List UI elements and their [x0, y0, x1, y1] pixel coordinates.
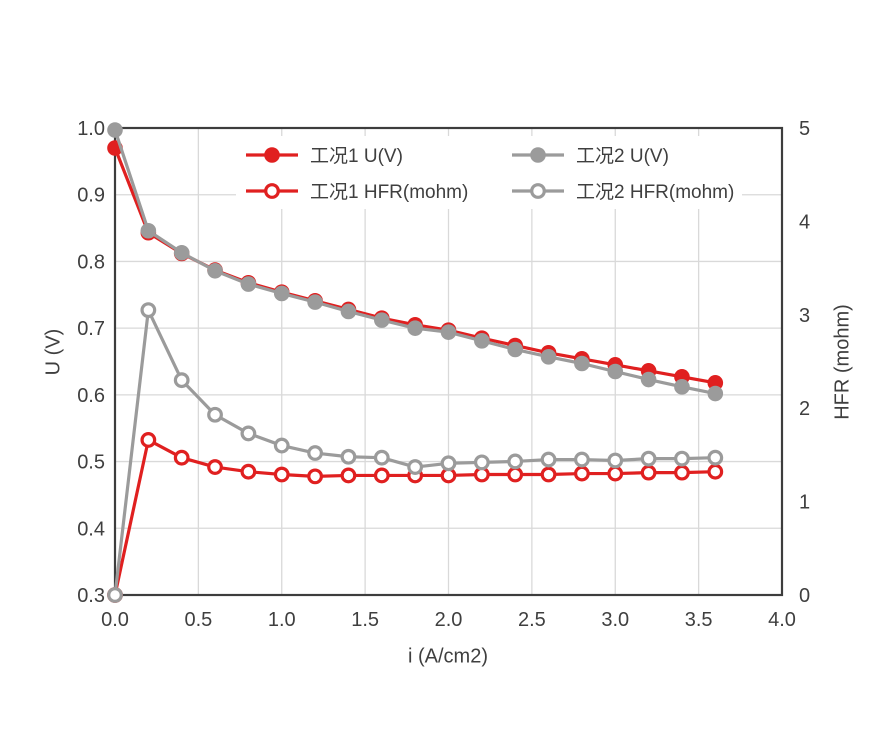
- data-point[interactable]: [140, 432, 157, 448]
- y-right-tick-label: 1: [799, 492, 810, 514]
- data-point[interactable]: [307, 468, 324, 485]
- data-point[interactable]: [273, 285, 290, 302]
- y-right-tick-label: 4: [799, 211, 810, 233]
- data-point[interactable]: [640, 450, 657, 467]
- y-right-tick-label: 2: [799, 398, 810, 420]
- data-point[interactable]: [674, 464, 690, 481]
- x-tick-label: 0.5: [184, 609, 212, 631]
- legend-item[interactable]: 工况1 U(V): [244, 141, 510, 168]
- data-point[interactable]: [607, 363, 624, 380]
- data-point[interactable]: [707, 449, 724, 466]
- data-point[interactable]: [607, 452, 624, 469]
- x-tick-label: 1.0: [268, 609, 296, 631]
- data-point[interactable]: [273, 466, 290, 483]
- data-point[interactable]: [574, 451, 590, 468]
- x-tick-label: 0.0: [101, 609, 129, 631]
- y-right-tick-label: 0: [799, 585, 810, 607]
- y-left-tick-label: 0.7: [77, 318, 105, 340]
- data-point[interactable]: [707, 385, 724, 402]
- data-point[interactable]: [140, 302, 157, 319]
- y-left-tick-label: 0.4: [77, 518, 105, 540]
- data-point[interactable]: [273, 437, 290, 454]
- data-point[interactable]: [373, 467, 390, 484]
- legend-item[interactable]: 工况2 HFR(mohm): [510, 177, 734, 204]
- y-left-tick-label: 0.5: [77, 452, 105, 474]
- data-point[interactable]: [107, 122, 123, 138]
- x-tick-label: 3.0: [601, 609, 629, 631]
- data-point[interactable]: [340, 467, 357, 484]
- data-point[interactable]: [340, 448, 357, 465]
- legend-label: 工况1 U(V): [310, 146, 403, 167]
- data-point[interactable]: [240, 463, 257, 480]
- x-tick-label: 3.5: [685, 609, 713, 631]
- data-point[interactable]: [407, 320, 423, 336]
- data-point[interactable]: [473, 454, 490, 471]
- legend-item[interactable]: 工况2 U(V): [510, 141, 734, 168]
- y-axis-left-title: U (V): [42, 328, 65, 376]
- open-circle-marker-icon: [246, 182, 298, 199]
- data-point[interactable]: [507, 341, 524, 358]
- plot-frame: [113, 126, 784, 597]
- data-point[interactable]: [474, 333, 490, 349]
- data-point[interactable]: [407, 459, 424, 475]
- y-axis-right-title: HFR (mohm): [831, 304, 854, 420]
- legend-item[interactable]: 工况1 HFR(mohm): [244, 177, 510, 204]
- y-right-tick-label: 3: [799, 305, 810, 327]
- data-point[interactable]: [440, 324, 457, 340]
- data-point[interactable]: [574, 355, 590, 372]
- legend-label: 工况2 HFR(mohm): [576, 182, 735, 203]
- data-point[interactable]: [507, 453, 524, 470]
- data-point[interactable]: [173, 372, 190, 389]
- data-point[interactable]: [207, 262, 223, 279]
- y-left-tick-label: 0.3: [77, 585, 105, 607]
- data-point[interactable]: [707, 463, 724, 480]
- y-left-tick-label: 1.0: [77, 118, 105, 140]
- data-point[interactable]: [674, 379, 690, 395]
- legend-label: 工况1 HFR(mohm): [310, 182, 469, 203]
- data-point[interactable]: [107, 587, 123, 603]
- data-point[interactable]: [540, 451, 557, 468]
- x-axis-title: i (A/cm2): [408, 645, 488, 668]
- y-left-tick-label: 0.8: [77, 251, 105, 273]
- filled-circle-marker-icon: [246, 146, 298, 163]
- data-point[interactable]: [207, 406, 223, 423]
- data-point[interactable]: [307, 294, 323, 310]
- x-tick-label: 1.5: [351, 609, 379, 631]
- data-point[interactable]: [373, 449, 390, 466]
- x-tick-label: 2.0: [435, 609, 463, 631]
- data-point[interactable]: [540, 349, 557, 365]
- data-point[interactable]: [307, 445, 324, 461]
- y-left-tick-label: 0.9: [77, 185, 105, 207]
- y-right-tick-label: 5: [799, 118, 810, 140]
- y-left-tick-label: 0.6: [77, 385, 105, 407]
- x-tick-label: 4.0: [768, 609, 796, 631]
- data-point[interactable]: [173, 244, 190, 261]
- data-point[interactable]: [374, 312, 390, 328]
- data-point[interactable]: [640, 371, 657, 388]
- data-point[interactable]: [674, 450, 690, 467]
- x-tick-label: 2.5: [518, 609, 546, 631]
- data-point[interactable]: [240, 425, 257, 442]
- chart-legend: 工况1 U(V) 工况2 U(V) 工况1 HFR(mohm) 工况2 HFR(moh…: [236, 136, 743, 209]
- data-point[interactable]: [507, 466, 524, 483]
- data-point[interactable]: [540, 466, 557, 483]
- data-point[interactable]: [640, 464, 657, 481]
- open-circle-marker-icon: [512, 182, 564, 199]
- filled-circle-marker-icon: [512, 146, 564, 163]
- data-point[interactable]: [340, 303, 357, 320]
- data-point[interactable]: [207, 459, 223, 475]
- data-point[interactable]: [240, 276, 257, 292]
- data-point[interactable]: [173, 449, 190, 466]
- legend-label: 工况2 U(V): [576, 146, 669, 167]
- data-point[interactable]: [440, 455, 457, 472]
- series-line-4: [113, 308, 716, 596]
- data-point[interactable]: [607, 465, 624, 482]
- data-point[interactable]: [574, 465, 590, 482]
- data-point[interactable]: [140, 222, 157, 239]
